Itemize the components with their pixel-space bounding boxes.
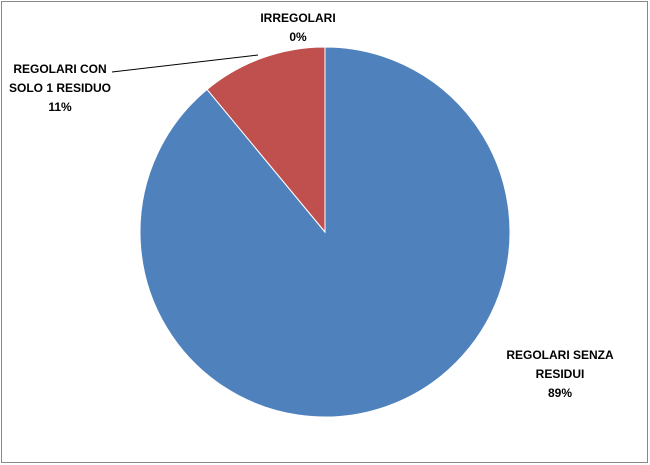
- value-label: 11%: [48, 100, 72, 114]
- value-label: 0%: [289, 30, 307, 44]
- category-label: REGOLARI CON SOLO 1 RESIDUO: [8, 62, 112, 95]
- value-label: 89%: [547, 386, 573, 400]
- slice-label: IRREGOLARI 0%: [248, 9, 348, 47]
- slice-label: REGOLARI SENZA RESIDUI 89%: [500, 346, 620, 403]
- category-label: IRREGOLARI: [260, 11, 336, 25]
- slice-label: REGOLARI CON SOLO 1 RESIDUO 11%: [4, 60, 116, 117]
- pie-slice: [206, 46, 326, 234]
- category-label: REGOLARI SENZA RESIDUI: [506, 348, 614, 381]
- leader-line: [111, 54, 259, 73]
